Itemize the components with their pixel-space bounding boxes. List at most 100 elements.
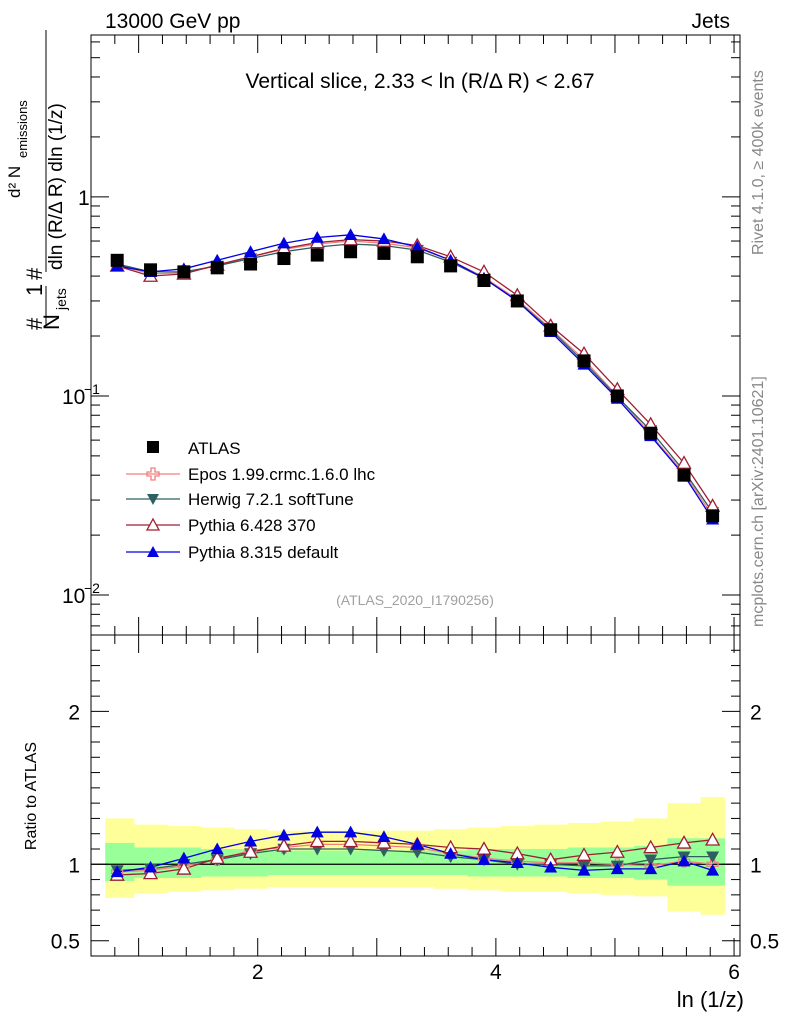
ratio-point-pythia-6-428-370 bbox=[643, 839, 659, 854]
svg-text:dln (R/Δ R) dln (1/z): dln (R/Δ R) dln (1/z) bbox=[46, 103, 67, 270]
svg-text:1: 1 bbox=[22, 284, 47, 296]
main-point-atlas bbox=[477, 274, 491, 288]
main-point-atlas bbox=[644, 426, 658, 440]
legend-entry-pythia8: Pythia 8.315 default bbox=[126, 543, 339, 562]
main-y-axis-label: # 1 N jets # d² N emissions dln (R/Δ R) … bbox=[5, 30, 69, 330]
analysis-watermark: (ATLAS_2020_I1790256) bbox=[336, 592, 494, 608]
main-point-pythia-8-315-default bbox=[310, 230, 324, 243]
ratio-point-pythia-8-315-default bbox=[177, 851, 191, 864]
main-point-atlas bbox=[277, 252, 291, 266]
x-axis-label: ln (1/z) bbox=[677, 987, 744, 1012]
ratio-point-pythia-6-428-370 bbox=[676, 835, 692, 849]
ratio-point-pythia-8-315-default bbox=[610, 862, 624, 875]
main-point-atlas bbox=[110, 253, 124, 267]
main-point-atlas bbox=[510, 294, 524, 308]
ratio-y-tick-label: 2 bbox=[68, 701, 80, 724]
main-point-atlas bbox=[210, 261, 224, 275]
legend-entry-herwig: Herwig 7.2.1 softTune bbox=[126, 490, 354, 509]
svg-text:Herwig 7.2.1 softTune: Herwig 7.2.1 softTune bbox=[188, 490, 354, 509]
ratio-point-pythia-6-428-370 bbox=[142, 865, 159, 880]
main-axes: 10−210−11 bbox=[62, 35, 740, 635]
main-series-layer bbox=[109, 228, 721, 525]
main-point-atlas bbox=[706, 509, 720, 523]
main-point-atlas bbox=[677, 468, 691, 482]
ratio-point-pythia-8-315-default bbox=[310, 825, 324, 838]
main-point-atlas bbox=[577, 354, 591, 368]
svg-text:Pythia 6.428 370: Pythia 6.428 370 bbox=[188, 516, 316, 535]
ratio-point-pythia-8-315-default bbox=[477, 853, 491, 865]
x-tick-label: 2 bbox=[252, 961, 264, 984]
ratio-point-pythia-8-315-default bbox=[677, 854, 691, 867]
svg-text:emissions: emissions bbox=[15, 100, 30, 158]
ratio-point-pythia-8-315-default bbox=[544, 860, 558, 873]
ratio-panel-frame bbox=[90, 634, 741, 957]
ratio-point-pythia-8-315-default bbox=[444, 847, 458, 859]
main-point-atlas bbox=[344, 245, 358, 259]
svg-text:Pythia 8.315 default: Pythia 8.315 default bbox=[188, 543, 339, 562]
ratio-point-pythia-8-315-default bbox=[277, 828, 291, 841]
ratio-point-herwig-7-2-1-softtune bbox=[706, 851, 720, 864]
svg-text:ATLAS: ATLAS bbox=[188, 439, 241, 458]
svg-text:jets: jets bbox=[53, 288, 69, 311]
legend: ATLAS Epos 1.99.crmc.1.6.0 lhc Herwig 7.… bbox=[126, 439, 376, 562]
main-point-atlas bbox=[377, 246, 391, 260]
ratio-point-pythia-6-428-370 bbox=[309, 833, 325, 848]
header-jets-label: Jets bbox=[691, 10, 730, 33]
ratio-point-pythia-8-315-default bbox=[644, 862, 658, 875]
main-y-tick-label: 10 bbox=[62, 386, 85, 409]
ratio-point-pythia-8-315-default bbox=[244, 834, 258, 847]
ratio-y-axis-label: Ratio to ATLAS bbox=[23, 742, 40, 850]
ratio-axes: 0.5 0.5 1 1 2 2 2 4 6 bbox=[51, 634, 779, 984]
svg-text:#: # bbox=[22, 317, 47, 330]
mcplots-label: mcplots.cern.ch [arXiv:2401.10621] bbox=[750, 376, 767, 627]
main-point-atlas bbox=[410, 250, 424, 264]
ratio-y-tick-label-right: 0.5 bbox=[750, 931, 779, 954]
main-point-pythia-8-315-default bbox=[410, 240, 424, 253]
main-point-pythia-8-315-default bbox=[377, 232, 391, 245]
main-y-tick-label-exponent: −2 bbox=[84, 580, 100, 596]
ratio-point-pythia-6-428-370 bbox=[576, 847, 592, 861]
svg-text:Epos 1.99.crmc.1.6.0 lhc: Epos 1.99.crmc.1.6.0 lhc bbox=[188, 465, 376, 484]
main-point-pythia-8-315-default bbox=[244, 245, 258, 257]
ratio-point-pythia-8-315-default bbox=[706, 863, 720, 876]
main-point-atlas bbox=[177, 265, 191, 279]
ratio-point-pythia-8-315-default bbox=[577, 863, 591, 876]
header-energy-label: 13000 GeV pp bbox=[105, 10, 240, 33]
ratio-y-tick-label-right: 2 bbox=[750, 701, 762, 724]
svg-text:#: # bbox=[22, 267, 47, 280]
main-point-atlas bbox=[444, 259, 458, 273]
legend-entry-epos: Epos 1.99.crmc.1.6.0 lhc bbox=[126, 465, 376, 484]
ratio-y-tick-label-right: 1 bbox=[750, 854, 762, 877]
rivet-version-label: Rivet 4.1.0, ≥ 400k events bbox=[750, 70, 767, 255]
main-point-atlas bbox=[310, 248, 324, 262]
main-point-pythia-8-315-default bbox=[344, 228, 358, 240]
ratio-point-pythia-8-315-default bbox=[510, 856, 524, 868]
legend-entry-pythia6: Pythia 6.428 370 bbox=[126, 516, 316, 535]
ratio-point-pythia-8-315-default bbox=[410, 837, 424, 850]
main-y-tick-label-exponent: −1 bbox=[84, 381, 100, 397]
x-tick-label: 6 bbox=[728, 961, 740, 984]
ratio-point-pythia-6-428-370 bbox=[342, 833, 359, 848]
ratio-series-layer bbox=[109, 825, 721, 881]
ratio-point-pythia-6-428-370 bbox=[705, 831, 721, 846]
ratio-point-pythia-6-428-370 bbox=[242, 844, 259, 858]
ratio-point-pythia-8-315-default bbox=[377, 830, 391, 842]
main-point-pythia-8-315-default bbox=[277, 236, 291, 249]
main-point-pythia-6-428-370 bbox=[676, 455, 692, 469]
main-point-atlas bbox=[610, 389, 624, 403]
ratio-point-pythia-6-428-370 bbox=[209, 850, 225, 865]
svg-text:N: N bbox=[39, 314, 64, 330]
ratio-point-pythia-8-315-default bbox=[344, 825, 358, 838]
ratio-y-tick-label: 0.5 bbox=[51, 931, 80, 954]
ratio-y-tick-label: 1 bbox=[68, 854, 80, 877]
main-plot-title: Vertical slice, 2.33 < ln (R/Δ R) < 2.67 bbox=[245, 70, 594, 93]
ratio-point-pythia-6-428-370 bbox=[376, 835, 392, 849]
x-tick-label: 4 bbox=[490, 961, 502, 984]
svg-text:d² N: d² N bbox=[5, 166, 24, 198]
main-point-atlas bbox=[544, 323, 558, 337]
main-point-atlas bbox=[244, 257, 258, 271]
main-y-tick-label: 1 bbox=[78, 187, 90, 210]
main-point-atlas bbox=[144, 263, 158, 277]
legend-entry-atlas: ATLAS bbox=[147, 439, 241, 458]
